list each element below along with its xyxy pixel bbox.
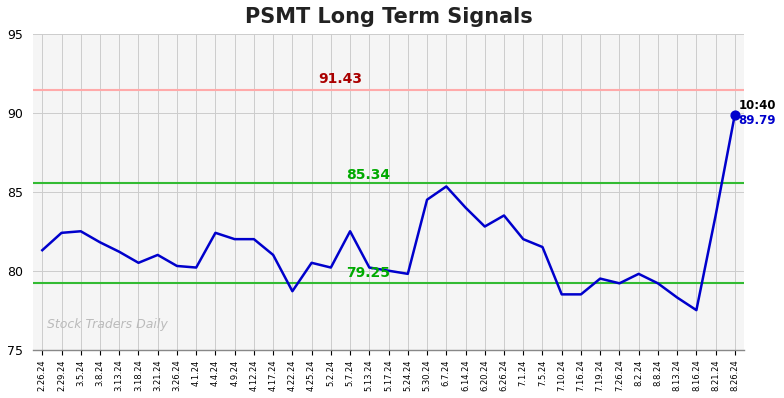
Text: 91.43: 91.43 <box>318 72 362 86</box>
Text: 85.34: 85.34 <box>346 168 390 181</box>
Title: PSMT Long Term Signals: PSMT Long Term Signals <box>245 7 532 27</box>
Text: 79.25: 79.25 <box>346 266 390 280</box>
Point <box>728 111 741 118</box>
Text: Stock Traders Daily: Stock Traders Daily <box>47 318 168 331</box>
Text: 89.79: 89.79 <box>739 114 776 127</box>
Text: 10:40: 10:40 <box>739 99 776 112</box>
